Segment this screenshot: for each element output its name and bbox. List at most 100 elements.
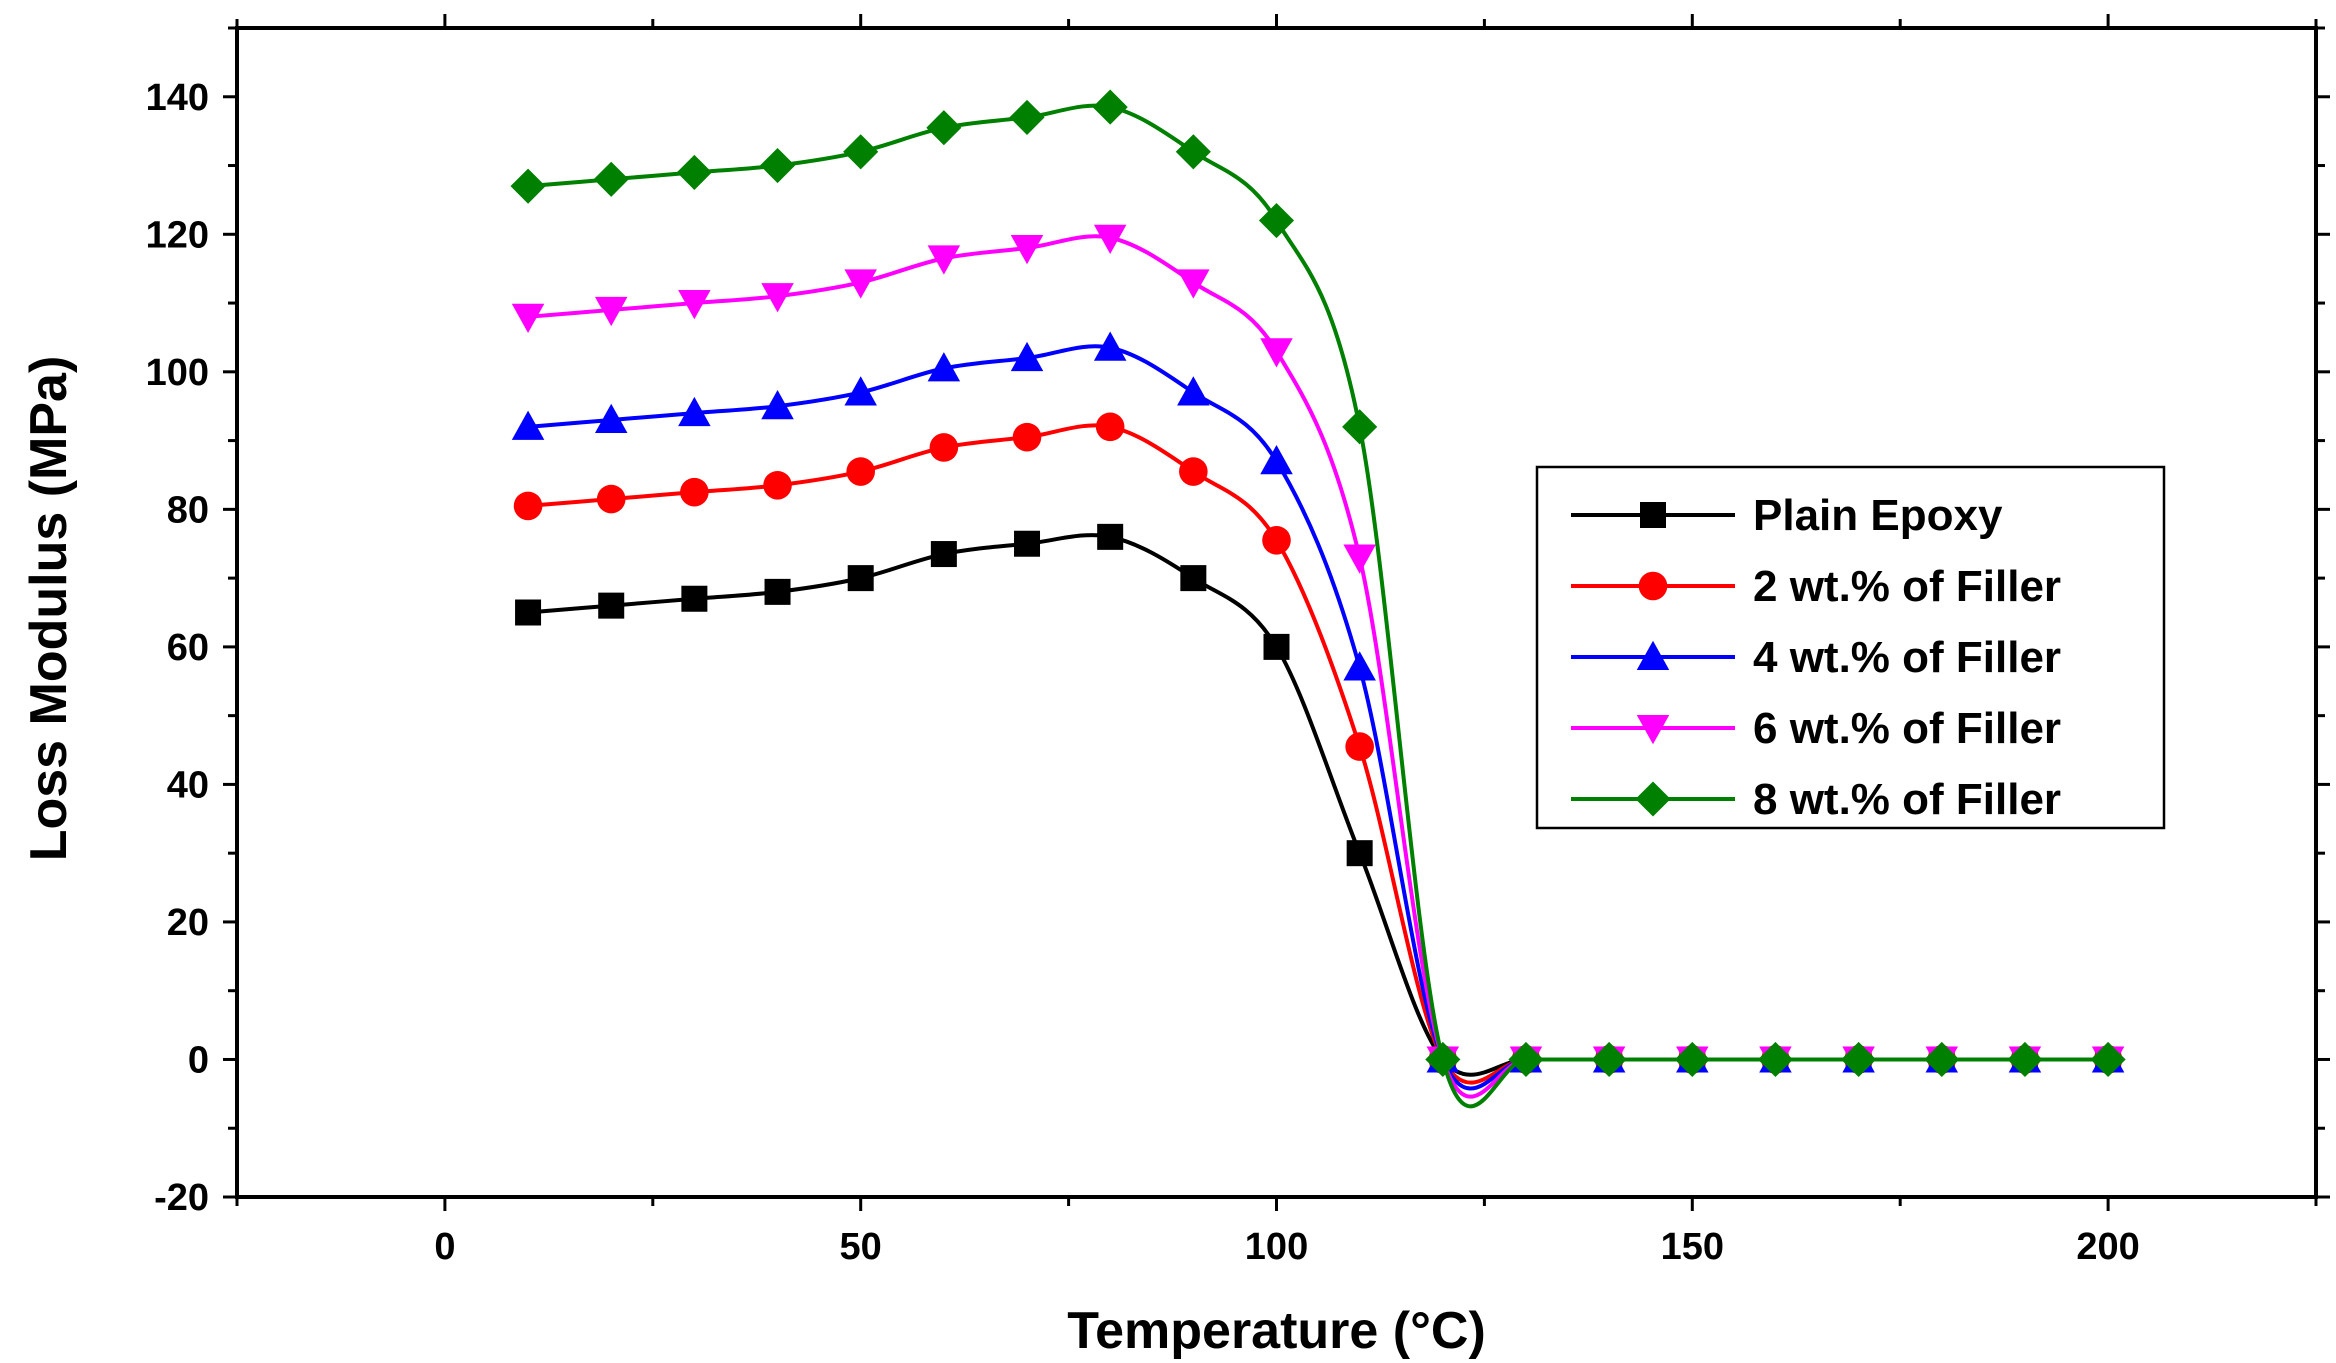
y-tick-label: 20 xyxy=(167,902,209,944)
data-point xyxy=(594,296,628,327)
data-point xyxy=(1095,412,1125,442)
data-point xyxy=(1425,1041,1461,1078)
data-point xyxy=(1179,457,1208,486)
data-point xyxy=(2090,1041,2126,1078)
data-point xyxy=(927,245,961,275)
data-point xyxy=(759,147,796,184)
data-point xyxy=(1014,530,1041,557)
data-point xyxy=(761,283,794,313)
y-tick-label: 140 xyxy=(146,77,209,119)
legend-label: 6 wt.% of Filler xyxy=(1753,704,2061,753)
data-point xyxy=(1180,565,1207,592)
data-point xyxy=(593,161,629,197)
data-point xyxy=(1591,1041,1627,1078)
data-point xyxy=(510,168,546,204)
data-point xyxy=(511,410,545,440)
x-tick-label: 0 xyxy=(434,1226,455,1268)
legend-entry: 4 wt.% of Filler xyxy=(1571,633,2061,682)
data-point xyxy=(1260,338,1293,368)
data-point xyxy=(1841,1041,1877,1078)
legend-label: 8 wt.% of Filler xyxy=(1753,775,2061,824)
data-point xyxy=(1010,341,1044,372)
data-point xyxy=(1093,224,1127,254)
data-point xyxy=(1343,651,1376,681)
data-point xyxy=(513,491,543,521)
data-point xyxy=(1924,1041,1960,1078)
data-point xyxy=(1009,99,1045,135)
data-point xyxy=(843,134,879,170)
data-point xyxy=(676,154,712,190)
data-point xyxy=(846,457,875,486)
data-point xyxy=(678,396,711,427)
legend-marker xyxy=(1635,781,1671,817)
data-point xyxy=(1260,444,1293,475)
x-tick-label: 50 xyxy=(840,1226,882,1268)
legend-marker xyxy=(1636,640,1670,670)
data-point xyxy=(1092,89,1128,125)
x-tick-label: 200 xyxy=(2076,1226,2139,1268)
legend-entry: 2 wt.% of Filler xyxy=(1571,562,2061,611)
data-point xyxy=(1508,1041,1544,1078)
data-point xyxy=(1010,235,1044,265)
data-point xyxy=(596,484,626,514)
data-point xyxy=(844,376,877,406)
data-point xyxy=(927,352,961,382)
x-axis-title: Temperature (°C) xyxy=(1067,1302,1486,1360)
data-point xyxy=(681,585,708,612)
data-point xyxy=(1175,134,1211,170)
y-tick-label: 0 xyxy=(188,1039,209,1081)
data-point xyxy=(1177,376,1210,406)
data-point xyxy=(926,110,962,146)
y-tick-label: 120 xyxy=(146,214,209,256)
data-point xyxy=(929,433,959,462)
data-point xyxy=(844,269,877,299)
legend-marker xyxy=(1638,571,1668,601)
y-tick-label: 100 xyxy=(146,352,209,394)
data-point xyxy=(764,578,791,605)
data-point xyxy=(1097,523,1124,550)
legend-marker xyxy=(1640,502,1666,528)
y-tick-label: 60 xyxy=(167,627,209,669)
data-point xyxy=(678,290,711,320)
legend-label: 2 wt.% of Filler xyxy=(1753,562,2061,611)
data-point xyxy=(1757,1041,1794,1078)
legend: Plain Epoxy 2 wt.% of Filler 4 wt.% of Fil… xyxy=(1535,465,2166,830)
legend-entry: 8 wt.% of Filler xyxy=(1571,775,2061,824)
data-point xyxy=(930,541,957,568)
data-point xyxy=(1093,331,1127,361)
data-point xyxy=(515,599,542,626)
y-tick-label: 80 xyxy=(167,489,209,531)
data-point xyxy=(1674,1041,1710,1078)
plot-area-frame xyxy=(235,26,2318,1199)
data-point xyxy=(1345,732,1374,761)
data-point xyxy=(763,470,792,500)
data-point xyxy=(847,565,874,592)
data-point xyxy=(761,389,794,420)
x-tick-label: 100 xyxy=(1245,1226,1308,1268)
y-axis-title: Loss Modulus (MPa) xyxy=(20,356,78,862)
data-point xyxy=(1258,202,1295,239)
series-layer xyxy=(510,89,2126,1109)
data-point xyxy=(680,477,709,507)
data-point xyxy=(1263,633,1290,660)
data-point xyxy=(2007,1041,2043,1078)
data-point xyxy=(598,592,625,619)
legend-entry: Plain Epoxy xyxy=(1571,491,2003,540)
data-point xyxy=(1343,544,1376,574)
x-tick-label: 150 xyxy=(1661,1226,1724,1268)
data-point xyxy=(1177,269,1210,299)
y-tick-label: 40 xyxy=(167,764,209,806)
y-tick-label: -20 xyxy=(154,1177,209,1219)
data-point xyxy=(594,403,628,433)
data-point xyxy=(1346,840,1373,867)
legend-label: 4 wt.% of Filler xyxy=(1753,633,2061,682)
data-point xyxy=(511,303,545,334)
data-point xyxy=(1012,422,1042,452)
series-8-wt-of-filler xyxy=(510,89,2126,1109)
legend-marker xyxy=(1636,715,1670,745)
data-point xyxy=(1342,409,1378,445)
tick-labels: 0 50 100 150 200 -20 0 20 40 60 80 100 120 140 xyxy=(146,77,2140,1268)
data-point xyxy=(1262,525,1291,555)
legend-entry: 6 wt.% of Filler xyxy=(1571,704,2061,753)
